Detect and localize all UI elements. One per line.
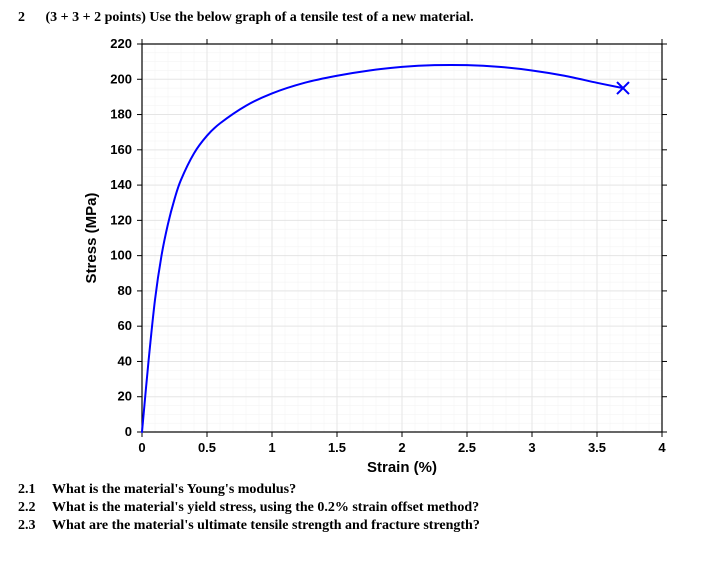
- subquestion-number: 2.2: [18, 500, 52, 516]
- svg-text:4: 4: [658, 440, 666, 455]
- svg-text:220: 220: [110, 36, 132, 51]
- svg-text:100: 100: [110, 248, 132, 263]
- question-header: 2 (3 + 3 + 2 points) Use the below graph…: [18, 10, 710, 26]
- subquestion: 2.1What is the material's Young's modulu…: [18, 482, 710, 498]
- question-points-text: (3 + 3 + 2 points) Use the below graph o…: [46, 10, 474, 25]
- svg-text:Stress (MPa): Stress (MPa): [83, 193, 100, 284]
- tensile-chart: 00.511.522.533.5402040608010012014016018…: [78, 30, 673, 480]
- svg-text:40: 40: [118, 353, 132, 368]
- subquestion: 2.2What is the material's yield stress, …: [18, 500, 710, 516]
- svg-text:1.5: 1.5: [328, 440, 346, 455]
- subquestion-text: What are the material's ultimate tensile…: [52, 518, 480, 533]
- svg-text:120: 120: [110, 212, 132, 227]
- svg-text:60: 60: [118, 318, 132, 333]
- svg-text:0: 0: [138, 440, 145, 455]
- page: 2 (3 + 3 + 2 points) Use the below graph…: [0, 0, 728, 544]
- subquestion: 2.3What are the material's ultimate tens…: [18, 518, 710, 534]
- subquestions: 2.1What is the material's Young's modulu…: [18, 482, 710, 534]
- svg-text:2: 2: [398, 440, 405, 455]
- svg-text:20: 20: [118, 389, 132, 404]
- svg-text:1: 1: [268, 440, 275, 455]
- svg-text:200: 200: [110, 71, 132, 86]
- svg-text:140: 140: [110, 177, 132, 192]
- svg-text:160: 160: [110, 142, 132, 157]
- subquestion-number: 2.1: [18, 482, 52, 498]
- svg-text:Strain (%): Strain (%): [367, 459, 437, 476]
- question-number: 2: [18, 10, 42, 26]
- svg-text:180: 180: [110, 107, 132, 122]
- svg-text:2.5: 2.5: [458, 440, 476, 455]
- svg-text:0.5: 0.5: [198, 440, 216, 455]
- subquestion-text: What is the material's yield stress, usi…: [52, 500, 479, 515]
- svg-text:0: 0: [125, 424, 132, 439]
- chart-svg: 00.511.522.533.5402040608010012014016018…: [78, 30, 673, 480]
- svg-text:80: 80: [118, 283, 132, 298]
- subquestion-text: What is the material's Young's modulus?: [52, 482, 296, 497]
- svg-text:3: 3: [528, 440, 535, 455]
- subquestion-number: 2.3: [18, 518, 52, 534]
- svg-text:3.5: 3.5: [588, 440, 606, 455]
